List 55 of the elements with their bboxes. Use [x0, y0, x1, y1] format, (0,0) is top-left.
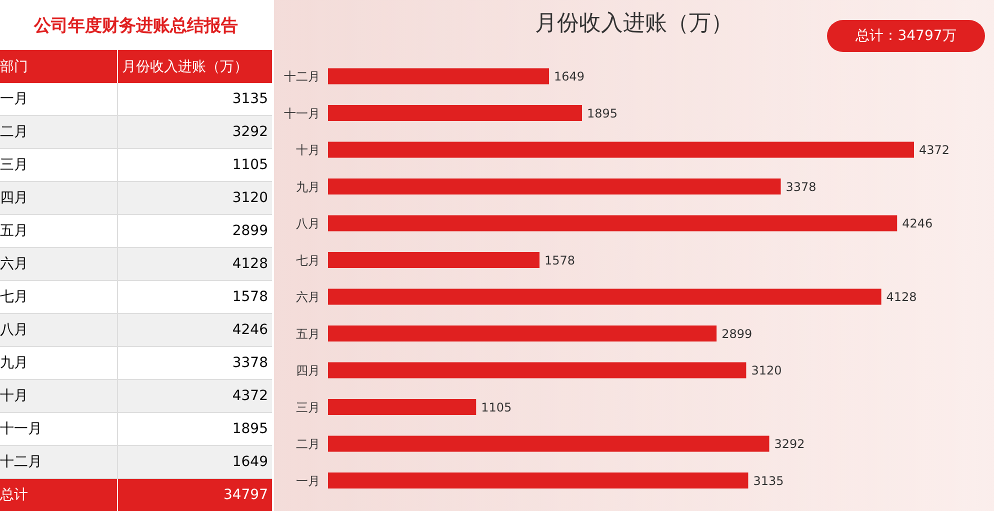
text: 部门: [0, 50, 118, 83]
category-label: 三月: [0, 149, 118, 182]
y-tick-label: 十二月: [284, 70, 320, 84]
data-label: 2899: [722, 326, 752, 341]
y-tick-label: 一月: [296, 474, 320, 488]
data-label: 3292: [118, 116, 272, 149]
y-tick-label: 二月: [296, 437, 320, 452]
y-tick-label: 十月: [296, 143, 320, 158]
category-label: 十二月: [0, 446, 118, 479]
category-label: 十一月: [0, 413, 118, 446]
data-label: 4128: [118, 248, 272, 281]
y-tick-label: 九月: [296, 180, 320, 194]
data-label: 1649: [118, 446, 272, 479]
y-tick-label: 四月: [296, 364, 320, 378]
text: 月份收入进账（万）: [121, 58, 249, 76]
data-label: 4246: [902, 216, 933, 231]
data-label: 3120: [751, 364, 782, 378]
category-label: 九月: [0, 347, 118, 380]
text: 34797: [222, 486, 269, 505]
data-label: 3292: [774, 437, 805, 452]
y-tick-label: 八月: [296, 216, 320, 231]
y-tick-label: 三月: [296, 400, 320, 414]
y-tick-label: 七月: [296, 253, 320, 268]
data-label: 1895: [118, 413, 272, 446]
data-label: 3135: [753, 474, 784, 488]
data-label: 1578: [118, 281, 272, 314]
text: 总计：34797万: [827, 20, 985, 52]
data-label: 3120: [118, 182, 272, 215]
data-label: 3378: [118, 347, 272, 380]
data-label: 4372: [118, 380, 272, 413]
category-label: 十月: [0, 380, 118, 413]
chart-title: 月份收入进账（万）: [535, 11, 733, 36]
data-label: 4246: [118, 314, 272, 347]
data-label: 1105: [481, 400, 512, 414]
y-tick-label: 五月: [296, 326, 320, 341]
category-label: 六月: [0, 248, 118, 281]
data-label: 1649: [554, 70, 585, 84]
y-tick-label: 六月: [296, 290, 320, 304]
text: 公司年度财务进账总结报告: [32, 14, 239, 38]
data-label: 1105: [118, 149, 272, 182]
data-label: 4128: [886, 290, 917, 304]
data-label: 1578: [544, 253, 576, 268]
data-label: 3135: [118, 83, 272, 116]
category-label: 一月: [0, 83, 118, 116]
category-label: 五月: [0, 215, 118, 248]
category-label: 八月: [0, 314, 118, 347]
y-tick-label: 十一月: [284, 106, 320, 120]
text: 总计: [0, 479, 118, 511]
data-label: 3378: [786, 180, 816, 194]
category-label: 四月: [0, 182, 118, 215]
category-label: 二月: [0, 116, 118, 149]
data-label: 4372: [919, 143, 950, 158]
category-label: 七月: [0, 281, 118, 314]
data-label: 1895: [586, 106, 618, 120]
data-label: 2899: [118, 215, 272, 248]
